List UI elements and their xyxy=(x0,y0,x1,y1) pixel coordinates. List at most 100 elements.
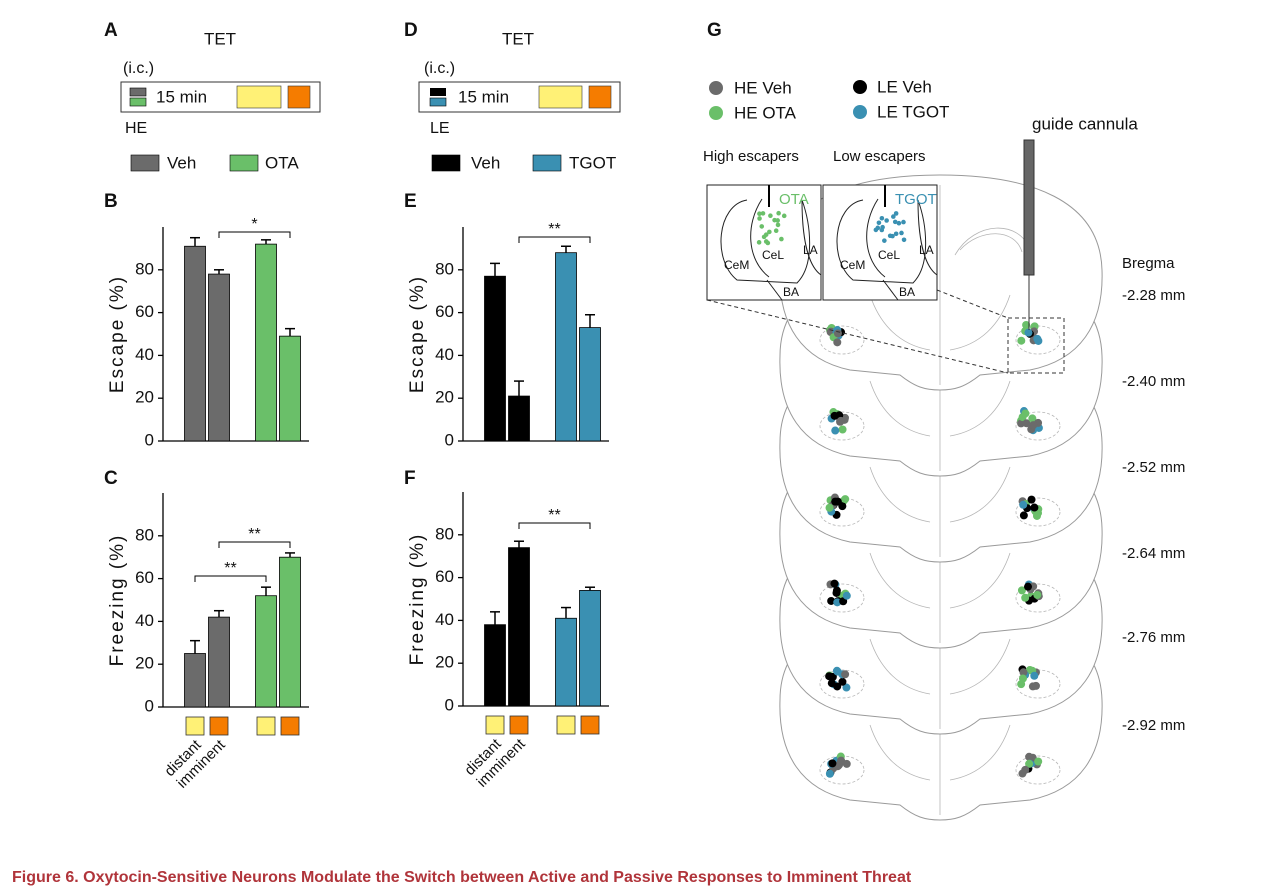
y-tick-label: 0 xyxy=(145,696,154,715)
legend-dot xyxy=(853,105,867,119)
y-axis-title: Escape (%) xyxy=(107,275,128,393)
placement-dot xyxy=(827,596,836,605)
region-label: CeL xyxy=(878,248,900,262)
bregma-level: -2.64 mm xyxy=(1122,545,1185,562)
protocol-box xyxy=(120,81,321,113)
zoom-line xyxy=(936,289,1009,319)
inset-contour xyxy=(750,198,770,278)
insets: OTA CeM CeL LA BA TGOT CeM CeL LA BA xyxy=(706,184,938,301)
bregma-level: -2.28 mm xyxy=(1122,287,1185,304)
placement-dot xyxy=(1030,503,1039,512)
inset-dot xyxy=(880,224,885,230)
y-tick-label: 40 xyxy=(435,345,454,364)
ventricle xyxy=(869,552,1011,609)
route-label: (i.c.) xyxy=(123,60,154,77)
placement-dot xyxy=(825,672,834,681)
y-tick-label: 80 xyxy=(435,524,454,543)
legend-label: LE TGOT xyxy=(877,102,949,121)
inset-drug: TGOT xyxy=(895,191,937,208)
category-icon xyxy=(209,716,229,736)
bar xyxy=(508,395,530,442)
placement-dot xyxy=(833,338,842,347)
legend-swatch xyxy=(130,154,160,172)
imminent-threat-icon xyxy=(287,85,311,109)
guide-cannula xyxy=(1023,139,1035,276)
legend-label: LE Veh xyxy=(877,77,932,96)
placement-dot xyxy=(827,679,836,688)
y-tick-label: 0 xyxy=(445,430,454,449)
region-label: CeM xyxy=(840,258,865,272)
placement-dot xyxy=(1021,765,1030,774)
placement-dot xyxy=(1031,681,1040,690)
inset-dot xyxy=(757,211,762,216)
significance-bracket xyxy=(194,575,267,582)
inset-title: High escapers xyxy=(703,148,799,165)
placement-dot xyxy=(1030,671,1039,680)
inset-contour xyxy=(766,199,822,301)
protocol-title: TET xyxy=(502,29,534,48)
legend-label: HE OTA xyxy=(734,103,797,122)
significance-label: ** xyxy=(248,526,260,543)
caption: Figure 6. Oxytocin-Sensitive Neurons Mod… xyxy=(12,869,912,886)
bar xyxy=(255,595,277,708)
veh-icon xyxy=(129,87,147,97)
inset-dot xyxy=(901,219,906,225)
amygdala xyxy=(1015,497,1061,527)
placement-dot xyxy=(842,591,851,600)
panel-label: G xyxy=(707,20,722,41)
category-icon xyxy=(556,715,576,735)
inset-dot xyxy=(899,230,904,236)
ventricle xyxy=(869,724,1011,781)
legend-label: Veh xyxy=(471,153,500,172)
ventricle xyxy=(869,294,1011,351)
placement-dot xyxy=(825,769,834,778)
placement-dot xyxy=(1017,680,1026,689)
bar xyxy=(255,243,277,442)
inset-dot xyxy=(768,213,773,219)
bar xyxy=(184,245,206,442)
route-label: (i.c.) xyxy=(424,60,455,77)
inset-dot xyxy=(882,238,887,243)
bar xyxy=(555,252,577,442)
region-label: BA xyxy=(899,285,915,299)
group-label: LE xyxy=(430,120,450,137)
zoom-line xyxy=(706,299,1009,374)
region-label: CeL xyxy=(762,248,784,262)
placement-dot xyxy=(1033,334,1042,343)
significance-label: ** xyxy=(548,507,560,524)
y-tick-label: 20 xyxy=(135,654,154,673)
legend-label: HE Veh xyxy=(734,78,792,97)
placement-dot xyxy=(833,667,842,676)
significance-bracket xyxy=(518,236,591,243)
inset-contour xyxy=(720,199,811,284)
placement-dot xyxy=(1019,668,1028,677)
bar xyxy=(579,590,601,707)
inset-dot xyxy=(901,237,907,243)
legend-dot xyxy=(853,80,867,94)
placement-dot xyxy=(841,670,850,679)
inset-dot xyxy=(892,219,898,225)
y-tick-label: 40 xyxy=(135,345,154,364)
y-tick-label: 40 xyxy=(135,611,154,630)
inset-dot xyxy=(775,222,781,228)
significance-bracket xyxy=(218,231,291,238)
legend-swatch xyxy=(431,154,461,172)
amygdala xyxy=(1015,755,1061,785)
placement-dot xyxy=(1024,328,1033,337)
category-icon xyxy=(256,716,276,736)
significance-bracket xyxy=(218,541,291,548)
protocol-title: TET xyxy=(204,29,236,48)
bar xyxy=(279,556,301,708)
placement-dot xyxy=(825,503,834,512)
y-tick-label: 0 xyxy=(145,430,154,449)
distant-threat-icon xyxy=(538,85,583,109)
placement-dot xyxy=(1017,586,1026,595)
inset-dot xyxy=(773,228,779,234)
placement-dot xyxy=(1025,759,1034,768)
y-tick-label: 60 xyxy=(135,568,154,587)
placement-dot xyxy=(1025,752,1034,761)
bar xyxy=(208,273,230,442)
inset-dot xyxy=(890,233,895,239)
drug-icon xyxy=(129,97,147,107)
panel-label: F xyxy=(404,468,416,489)
